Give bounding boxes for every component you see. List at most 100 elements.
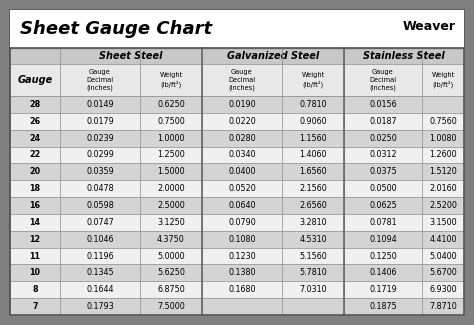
Text: 0.1680: 0.1680: [228, 285, 256, 294]
Text: 0.0598: 0.0598: [86, 201, 114, 210]
Text: 3.2810: 3.2810: [299, 218, 327, 227]
Text: Sheet Steel: Sheet Steel: [99, 51, 163, 61]
Text: 4.4100: 4.4100: [429, 235, 457, 244]
Text: 0.6250: 0.6250: [157, 100, 185, 109]
Text: 0.1094: 0.1094: [369, 235, 397, 244]
Text: 8: 8: [32, 285, 38, 294]
Text: 0.1080: 0.1080: [228, 235, 256, 244]
Text: 6.9300: 6.9300: [429, 285, 457, 294]
Text: 26: 26: [29, 117, 41, 126]
Text: 1.2600: 1.2600: [429, 150, 457, 160]
Text: 0.0280: 0.0280: [228, 134, 256, 143]
Text: 0.9060: 0.9060: [299, 117, 327, 126]
Text: 0.1046: 0.1046: [86, 235, 114, 244]
Text: 5.7810: 5.7810: [299, 268, 327, 277]
Text: 0.0625: 0.0625: [369, 201, 397, 210]
Text: 0.1406: 0.1406: [369, 268, 397, 277]
Text: 2.1560: 2.1560: [299, 184, 327, 193]
Text: Weaver: Weaver: [403, 20, 456, 33]
Text: 1.0080: 1.0080: [429, 134, 457, 143]
Bar: [10, 163, 464, 180]
Text: 7.5000: 7.5000: [157, 302, 185, 311]
Text: 20: 20: [29, 167, 41, 176]
Text: 28: 28: [29, 100, 41, 109]
Text: 0.0640: 0.0640: [228, 201, 256, 210]
Text: 0.0312: 0.0312: [369, 150, 397, 160]
Text: 1.4060: 1.4060: [299, 150, 327, 160]
Text: 0.0500: 0.0500: [369, 184, 397, 193]
Text: Gauge
Decimal
(inches): Gauge Decimal (inches): [369, 69, 397, 91]
Text: Stainless Steel: Stainless Steel: [363, 51, 445, 61]
Text: 2.5200: 2.5200: [429, 201, 457, 210]
Text: Gauge: Gauge: [18, 75, 53, 85]
Text: Weight
(lb/ft²): Weight (lb/ft²): [159, 72, 182, 88]
Bar: [10, 130, 464, 147]
Text: 0.0220: 0.0220: [228, 117, 256, 126]
Text: 22: 22: [29, 150, 41, 160]
Text: 0.0520: 0.0520: [228, 184, 256, 193]
Text: 0.0149: 0.0149: [86, 100, 114, 109]
Text: 0.0187: 0.0187: [369, 117, 397, 126]
Text: 1.5000: 1.5000: [157, 167, 185, 176]
Text: 0.0299: 0.0299: [86, 150, 114, 160]
Bar: [10, 113, 464, 130]
Text: 0.7810: 0.7810: [299, 100, 327, 109]
Text: Galvanized Steel: Galvanized Steel: [227, 51, 319, 61]
Text: 3.1500: 3.1500: [429, 218, 457, 227]
Bar: [10, 48, 464, 315]
Bar: [10, 180, 464, 197]
Text: 1.0000: 1.0000: [157, 134, 185, 143]
Text: 2.5000: 2.5000: [157, 201, 185, 210]
Text: 0.0156: 0.0156: [369, 100, 397, 109]
Text: 0.0239: 0.0239: [86, 134, 114, 143]
Text: 1.1560: 1.1560: [299, 134, 327, 143]
Text: 0.0190: 0.0190: [228, 100, 256, 109]
Text: 0.1230: 0.1230: [228, 252, 256, 261]
Bar: [10, 265, 464, 281]
Text: 5.0000: 5.0000: [157, 252, 185, 261]
Text: 0.0790: 0.0790: [228, 218, 256, 227]
Text: 7.8710: 7.8710: [429, 302, 457, 311]
Text: 0.0478: 0.0478: [86, 184, 114, 193]
Text: 7.0310: 7.0310: [299, 285, 327, 294]
Text: 12: 12: [29, 235, 41, 244]
Text: 0.0359: 0.0359: [86, 167, 114, 176]
Bar: [10, 147, 464, 163]
Text: 5.0400: 5.0400: [429, 252, 457, 261]
Bar: [10, 231, 464, 248]
Text: 0.1345: 0.1345: [86, 268, 114, 277]
Bar: [10, 281, 464, 298]
Bar: [10, 10, 464, 48]
Text: 4.3750: 4.3750: [157, 235, 185, 244]
Text: 2.0000: 2.0000: [157, 184, 185, 193]
Text: 24: 24: [29, 134, 41, 143]
Text: Gauge
Decimal
(inches): Gauge Decimal (inches): [86, 69, 114, 91]
Text: Gauge
Decimal
(inches): Gauge Decimal (inches): [228, 69, 255, 91]
Text: 0.1793: 0.1793: [86, 302, 114, 311]
Text: 2.6560: 2.6560: [299, 201, 327, 210]
Bar: [10, 48, 464, 64]
Text: 0.1196: 0.1196: [86, 252, 114, 261]
Text: 0.0250: 0.0250: [369, 134, 397, 143]
Text: 10: 10: [29, 268, 40, 277]
Text: 2.0160: 2.0160: [429, 184, 457, 193]
Text: 5.1560: 5.1560: [299, 252, 327, 261]
Bar: [10, 214, 464, 231]
Text: Weight
(lb/ft²): Weight (lb/ft²): [431, 72, 455, 88]
Text: 0.1250: 0.1250: [369, 252, 397, 261]
Bar: [10, 96, 464, 113]
Bar: [10, 64, 464, 96]
Text: 0.1719: 0.1719: [369, 285, 397, 294]
Text: 0.0747: 0.0747: [86, 218, 114, 227]
Bar: [10, 298, 464, 315]
Text: 1.5120: 1.5120: [429, 167, 457, 176]
Text: 0.1875: 0.1875: [369, 302, 397, 311]
Text: 0.0179: 0.0179: [86, 117, 114, 126]
Text: 14: 14: [29, 218, 40, 227]
Text: 16: 16: [29, 201, 40, 210]
Text: 0.0781: 0.0781: [369, 218, 397, 227]
Text: 0.0400: 0.0400: [228, 167, 256, 176]
Text: Weight
(lb/ft²): Weight (lb/ft²): [301, 72, 325, 88]
Text: 6.8750: 6.8750: [157, 285, 185, 294]
Bar: [10, 197, 464, 214]
